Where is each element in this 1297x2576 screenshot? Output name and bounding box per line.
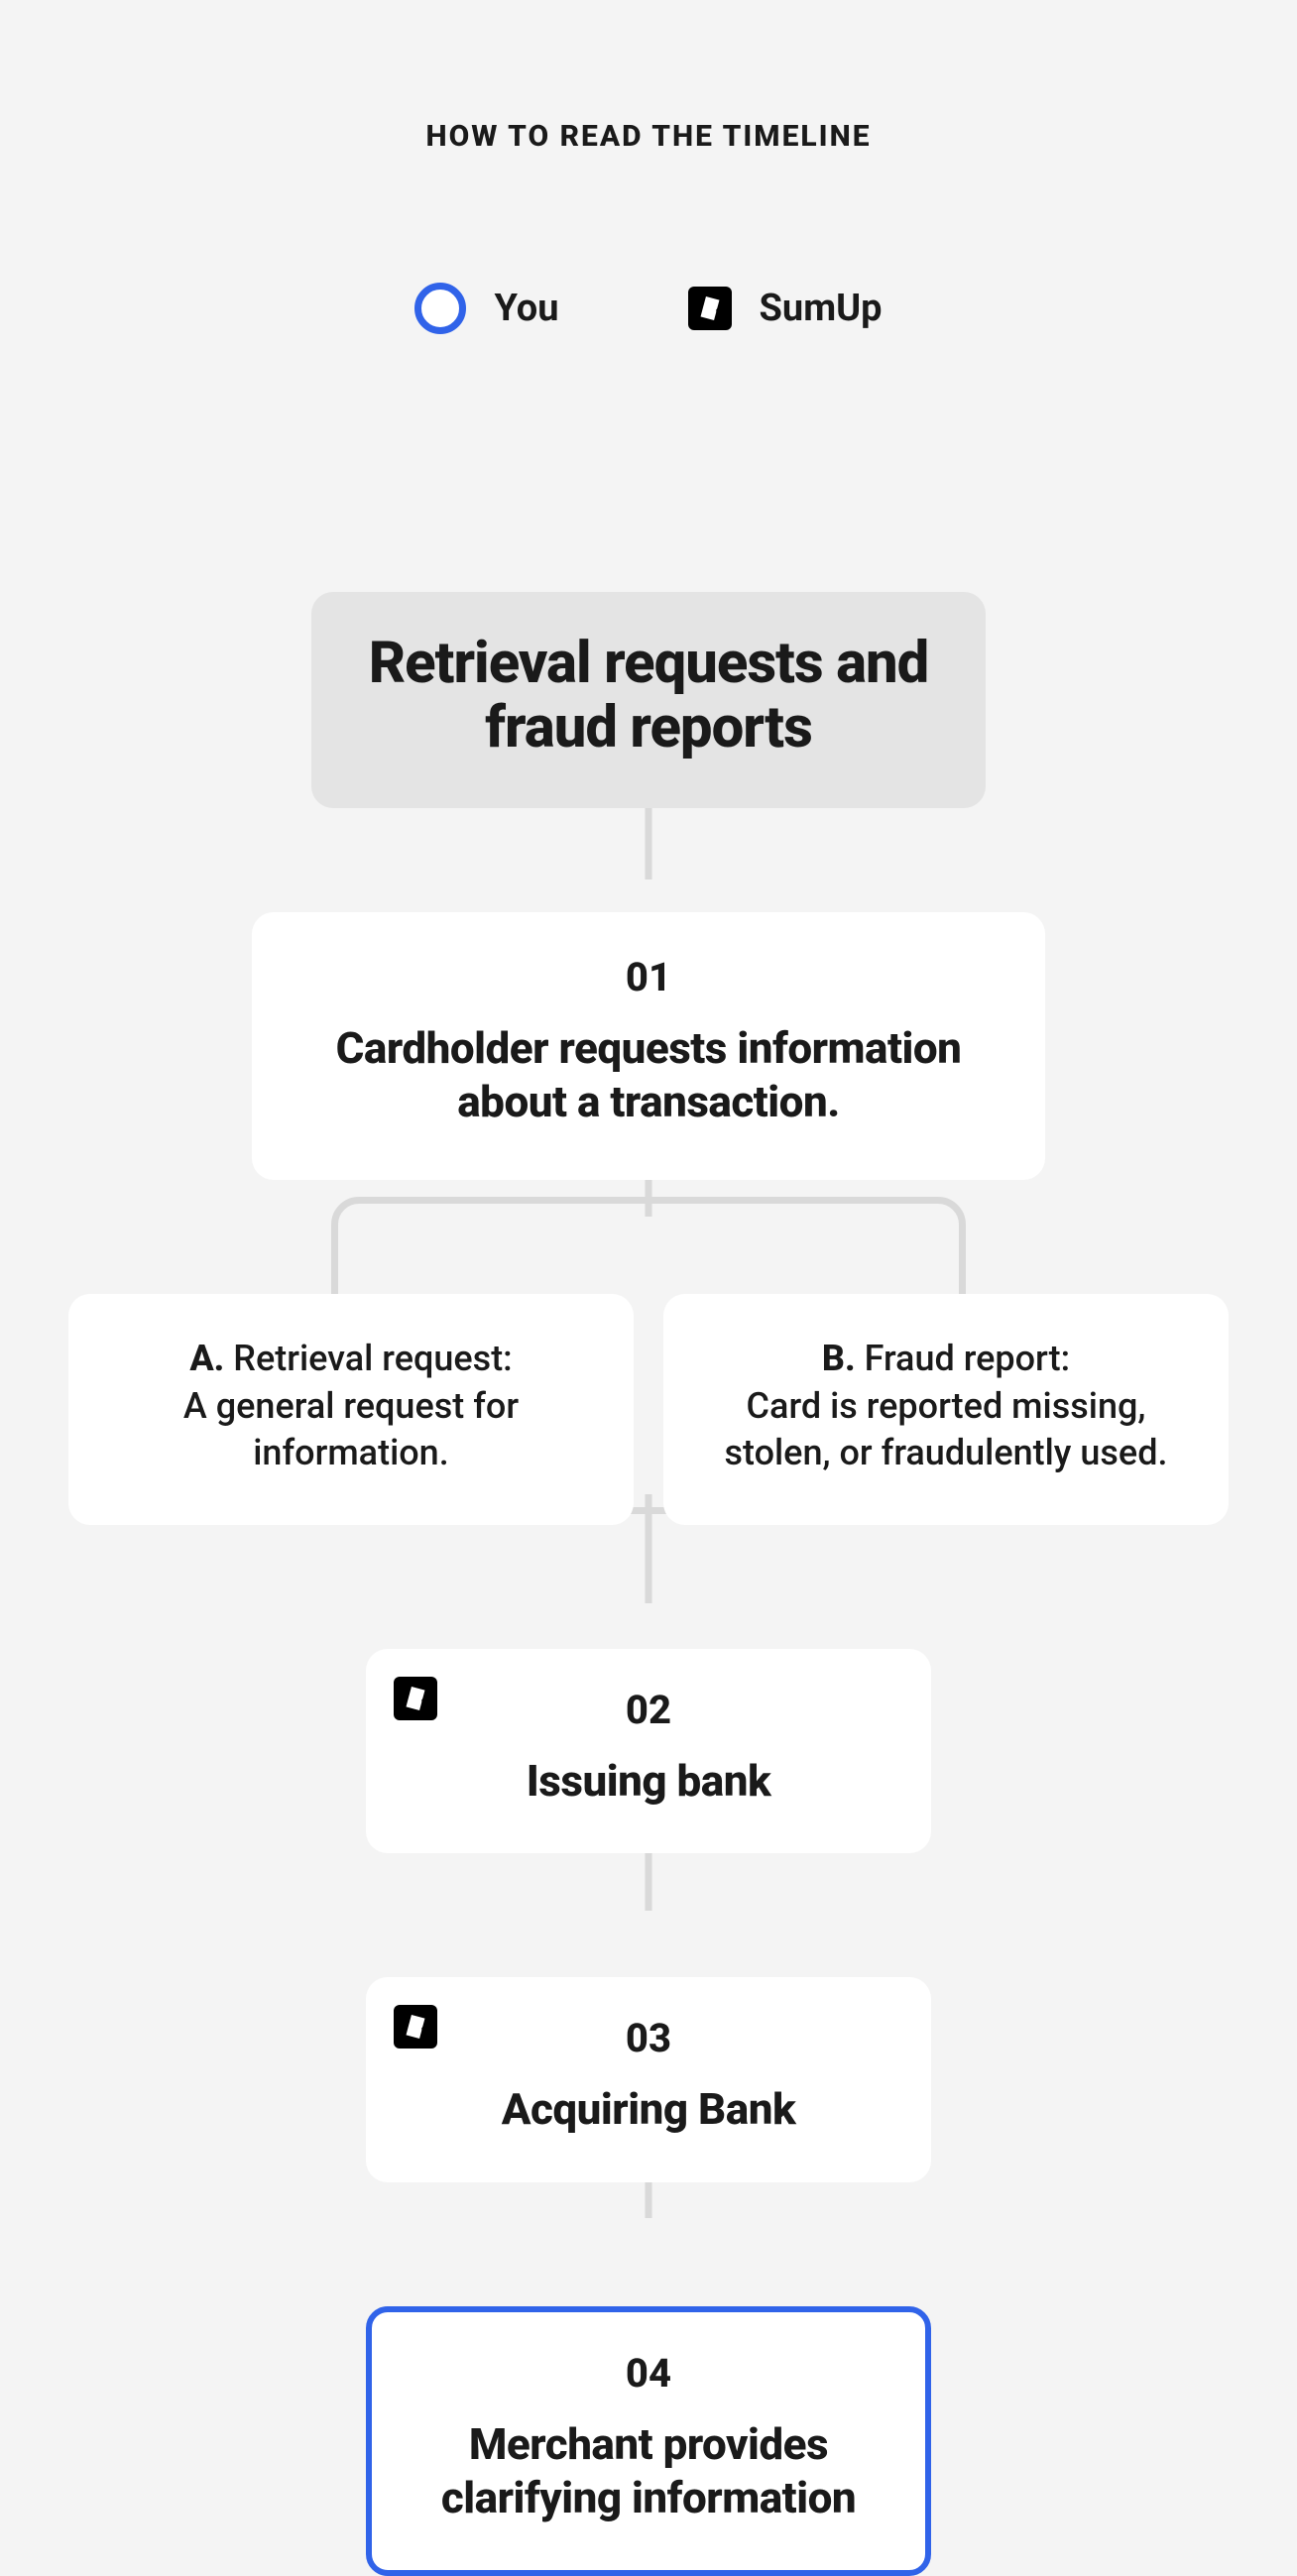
step-04-card: 04 Merchant provides clarifying informat… bbox=[366, 2306, 931, 2576]
you-circle-icon bbox=[414, 283, 466, 334]
legend-label-sumup: SumUp bbox=[760, 287, 883, 330]
sumup-logo-icon bbox=[402, 2013, 429, 2041]
step-text: Cardholder requests information about a … bbox=[299, 1022, 998, 1128]
step-text: Merchant provides clarifying information bbox=[412, 2418, 885, 2524]
step-03-card: 03 Acquiring Bank bbox=[366, 1977, 931, 2182]
step-text: Issuing bank bbox=[406, 1755, 891, 1809]
step-number: 01 bbox=[299, 954, 998, 1000]
split-a-body: A general request for information. bbox=[183, 1385, 519, 1474]
flow-title-card: Retrieval requests and fraud reports bbox=[311, 592, 986, 808]
split-card-b: B. Fraud report: Card is reported missin… bbox=[663, 1294, 1229, 1525]
sumup-logo-icon bbox=[696, 294, 724, 322]
sumup-badge-icon bbox=[394, 2005, 437, 2049]
sumup-square-icon bbox=[688, 287, 732, 330]
header-title: HOW TO READ THE TIMELINE bbox=[0, 119, 1297, 154]
step-number: 02 bbox=[406, 1687, 891, 1733]
step-text: Acquiring Bank bbox=[406, 2083, 891, 2137]
split-a-prefix: A. bbox=[189, 1338, 224, 1379]
step-02-card: 02 Issuing bank bbox=[366, 1649, 931, 1854]
page: HOW TO READ THE TIMELINE You SumUp Retri… bbox=[0, 0, 1297, 2576]
split-b-body: Card is reported missing, stolen, or fra… bbox=[724, 1385, 1167, 1474]
legend-item-sumup: SumUp bbox=[688, 287, 883, 330]
legend-item-you: You bbox=[414, 283, 558, 334]
step-number: 03 bbox=[406, 2015, 891, 2061]
legend: You SumUp bbox=[0, 283, 1297, 334]
legend-label-you: You bbox=[494, 287, 558, 330]
split-b-title: Fraud report: bbox=[865, 1338, 1071, 1379]
step-number: 04 bbox=[412, 2350, 885, 2397]
split-card-a: A. Retrieval request: A general request … bbox=[68, 1294, 634, 1525]
sumup-logo-icon bbox=[402, 1685, 429, 1712]
step-01-card: 01 Cardholder requests information about… bbox=[252, 912, 1045, 1180]
sumup-badge-icon bbox=[394, 1677, 437, 1720]
split-a-title: Retrieval request: bbox=[233, 1338, 512, 1379]
split-row: A. Retrieval request: A general request … bbox=[0, 1294, 1297, 1525]
flowchart: Retrieval requests and fraud reports 01 … bbox=[0, 592, 1297, 2576]
split-b-prefix: B. bbox=[822, 1338, 856, 1379]
